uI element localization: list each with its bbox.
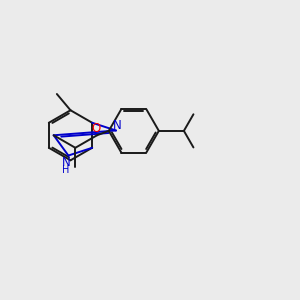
- Text: O: O: [92, 122, 101, 135]
- Text: N: N: [61, 156, 70, 170]
- Text: N: N: [113, 119, 122, 132]
- Text: H: H: [62, 165, 70, 175]
